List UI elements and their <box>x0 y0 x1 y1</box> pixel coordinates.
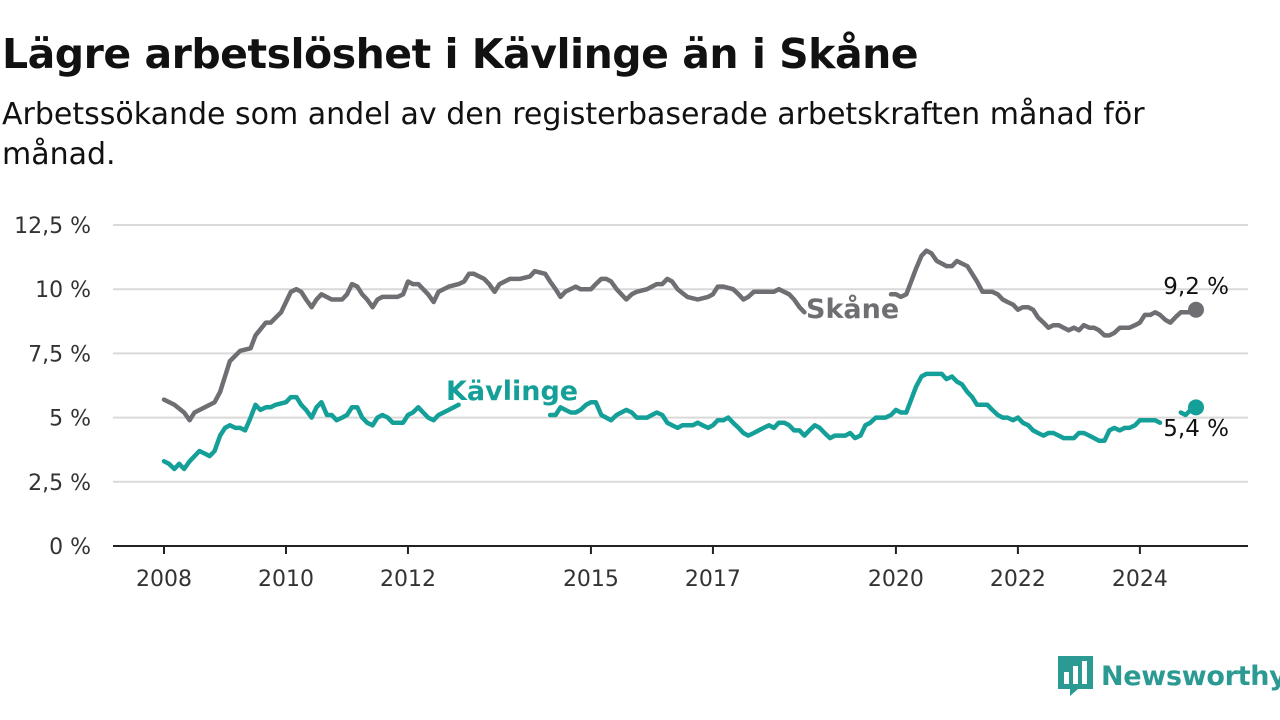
y-tick-label: 7,5 % <box>28 342 91 367</box>
x-tick-label: 2020 <box>868 567 924 592</box>
x-tick-label: 2010 <box>258 567 314 592</box>
series-end-marker <box>1188 399 1204 416</box>
newsworthy-wordmark: Newsworthy <box>1101 660 1280 692</box>
newsworthy-chart-icon <box>1058 656 1093 696</box>
series-label-kavlinge: Kävlinge <box>446 376 578 407</box>
end-value-label-skane: 9,2 % <box>1163 274 1229 300</box>
x-tick-label: 2022 <box>990 567 1046 592</box>
y-tick-label: 2,5 % <box>28 471 91 496</box>
chart-title: Lägre arbetslöshet i Kävlinge än i Skåne <box>2 30 919 78</box>
x-tick-label: 2012 <box>380 567 436 592</box>
y-tick-label: 5 % <box>49 407 91 432</box>
series-line-kvlinge <box>161 371 1199 472</box>
newsworthy-logo: Newsworthy <box>1058 655 1280 697</box>
series-end-marker <box>1188 301 1204 318</box>
series-label-skane: Skåne <box>806 293 899 325</box>
end-value-label-kavlinge: 5,4 % <box>1163 416 1229 442</box>
x-tick-label: 2024 <box>1112 567 1168 592</box>
series-line-skne <box>161 248 1199 423</box>
y-tick-label: 0 % <box>49 535 91 560</box>
chart-subtitle: Arbetssökande som andel av den registerb… <box>2 97 1145 172</box>
x-tick-label: 2017 <box>685 567 741 592</box>
x-tick-label: 2008 <box>136 567 192 592</box>
y-tick-label: 10 % <box>35 278 91 303</box>
y-tick-label: 12,5 % <box>14 214 91 239</box>
x-tick-label: 2015 <box>563 567 619 592</box>
